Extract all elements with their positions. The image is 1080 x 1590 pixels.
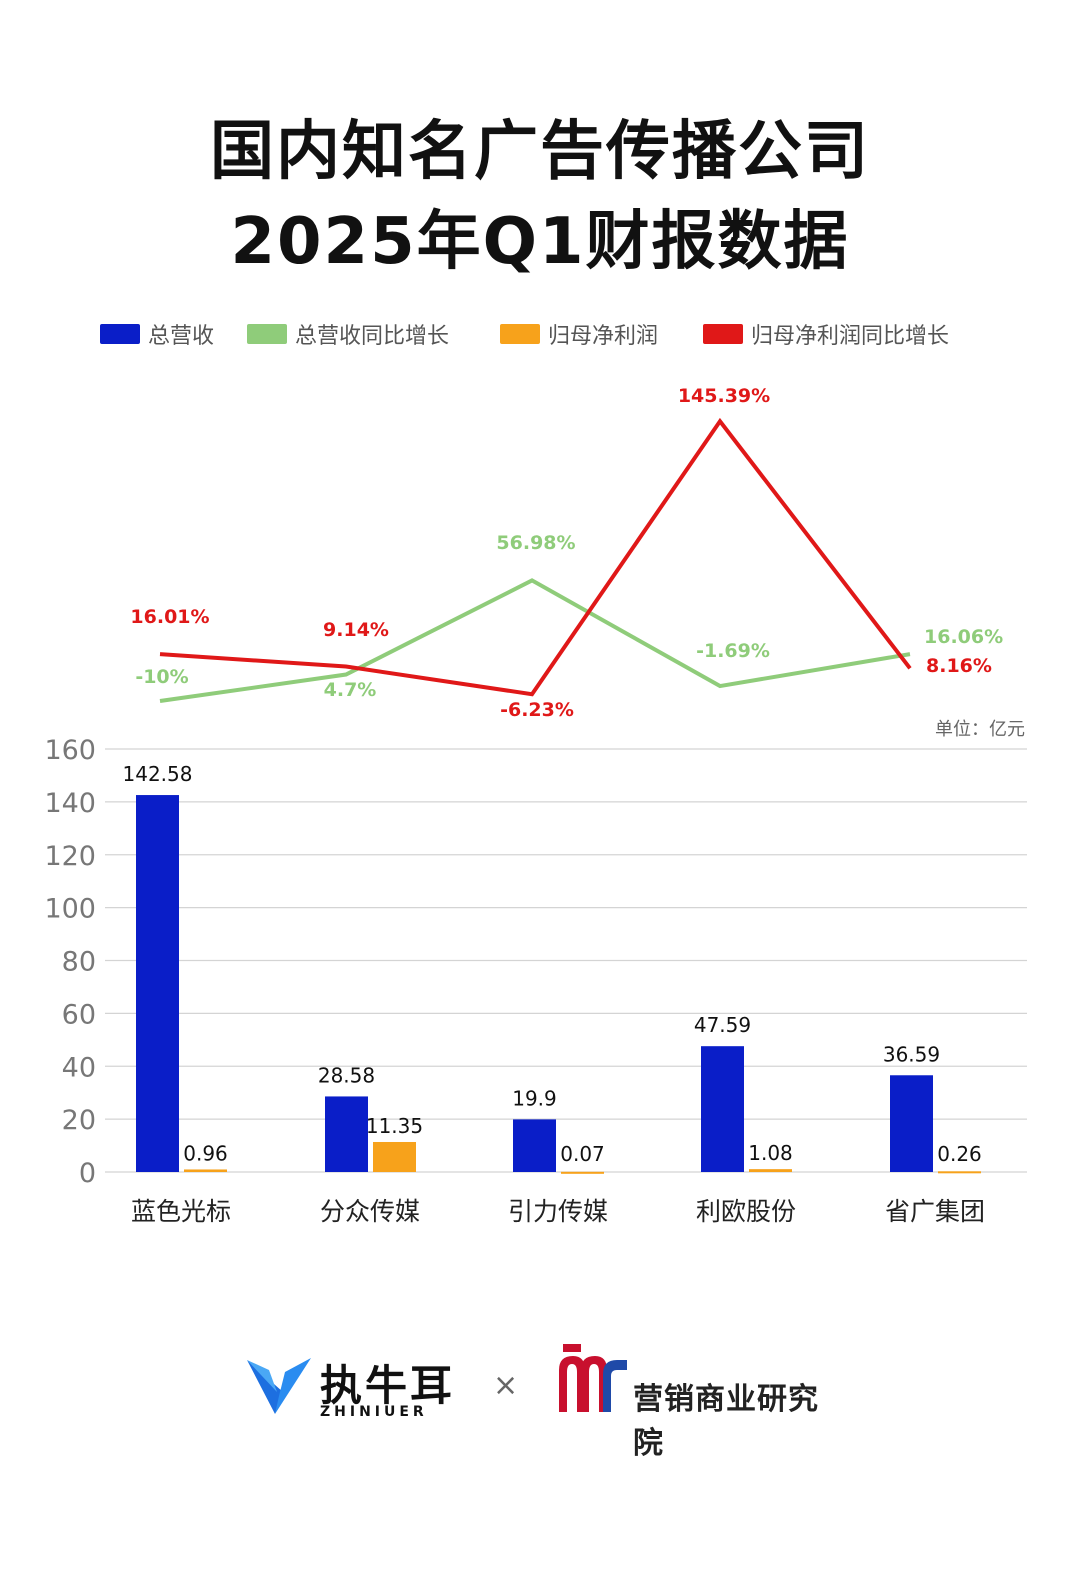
- y-tick-label-80: 80: [62, 947, 96, 978]
- chart-legend: 总营收 总营收同比增长 归母净利润 归母净利润同比增长: [100, 318, 1000, 350]
- x-tick-label-2: 引力传媒: [508, 1197, 608, 1226]
- line-revenue-growth: [159, 578, 911, 703]
- legend-item-total-revenue: 总营收: [100, 318, 214, 350]
- bar-profit-1: [373, 1141, 416, 1172]
- legend-item-net-profit: 归母净利润: [500, 318, 658, 350]
- zhiniuer-logo-en: ZHINIUER: [320, 1404, 428, 1420]
- y-tick-label-40: 40: [62, 1052, 96, 1083]
- line-label-revenue-growth-3: -1.69%: [696, 640, 770, 662]
- line-label-revenue-growth-2: 56.98%: [496, 532, 575, 554]
- bar-revenue-3: [701, 1046, 744, 1172]
- line-label-revenue-growth-4: 16.06%: [924, 626, 1003, 648]
- bar-revenue-1: [325, 1096, 368, 1172]
- legend-label-net-profit: 归母净利润: [548, 324, 659, 349]
- zhiniuer-logo-name: 执牛耳: [320, 1361, 456, 1410]
- line-label-revenue-growth-1: 4.7%: [324, 679, 377, 701]
- bar-revenue-0: [136, 795, 179, 1172]
- bar-label-revenue-4: 36.59: [883, 1042, 940, 1066]
- x-tick-label-3: 利欧股份: [696, 1197, 796, 1226]
- bar-profit-0: [184, 1169, 227, 1172]
- bar-label-revenue-0: 142.58: [123, 762, 193, 786]
- legend-item-net-profit-growth: 归母净利润同比增长: [703, 318, 949, 350]
- bar-label-profit-1: 11.35: [366, 1114, 423, 1138]
- unit-label: 单位：亿元: [935, 719, 1025, 740]
- marketing-institute-logo-name: 营销商业研究院: [633, 1382, 819, 1461]
- legend-label-total-revenue: 总营收: [148, 324, 215, 349]
- legend-swatch-total-revenue: [100, 324, 140, 344]
- line-label-profit-growth-3: 145.39%: [678, 385, 770, 407]
- line-label-profit-growth-2: -6.23%: [500, 699, 574, 721]
- chart-canvas: 0 20 40 60 80 100 120 140 160 单位：亿元 142.58 0.96 蓝色光标…: [44, 385, 1027, 1226]
- y-tick-label-100: 100: [44, 894, 96, 925]
- legend-label-net-profit-growth: 归母净利润同比增长: [751, 324, 950, 349]
- y-tick-label-140: 140: [44, 788, 96, 819]
- y-tick-label-0: 0: [79, 1158, 96, 1189]
- legend-label-revenue-growth: 总营收同比增长: [295, 324, 450, 349]
- x-tick-label-4: 省广集团: [885, 1197, 985, 1226]
- bar-profit-4: [938, 1171, 981, 1174]
- bar-revenue-2: [513, 1119, 556, 1172]
- x-tick-label-1: 分众传媒: [320, 1197, 420, 1226]
- zhiniuer-logo: 执牛耳 ZHINIUER: [245, 1352, 465, 1422]
- y-tick-label-20: 20: [62, 1105, 96, 1136]
- bar-revenue-4: [890, 1075, 933, 1172]
- bar-label-revenue-3: 47.59: [694, 1013, 751, 1037]
- chart-title-line2: 2025年Q1财报数据: [230, 205, 850, 279]
- x-tick-label-0: 蓝色光标: [131, 1197, 231, 1226]
- legend-swatch-net-profit-growth: [703, 324, 743, 344]
- marketing-institute-logo-icon: [559, 1344, 627, 1412]
- y-tick-label-120: 120: [44, 841, 96, 872]
- y-tick-label-160: 160: [44, 735, 96, 766]
- bar-label-profit-0: 0.96: [183, 1141, 228, 1165]
- chart-title-line1: 国内知名广告传播公司: [210, 115, 870, 189]
- line-label-profit-growth-4: 8.16%: [926, 655, 992, 677]
- bar-label-profit-2: 0.07: [560, 1142, 605, 1166]
- line-label-profit-growth-0: 16.01%: [130, 606, 209, 628]
- logo-separator: ×: [493, 1368, 519, 1403]
- bar-label-profit-3: 1.08: [748, 1141, 793, 1165]
- footer-logos: 执牛耳 ZHINIUER × 营销商业研究院: [0, 1340, 1080, 1461]
- bar-label-revenue-2: 19.9: [512, 1086, 557, 1110]
- bar-profit-2: [561, 1171, 604, 1174]
- y-tick-label-60: 60: [62, 999, 96, 1030]
- marketing-institute-logo: 营销商业研究院: [555, 1340, 835, 1461]
- line-label-revenue-growth-0: -10%: [135, 666, 188, 688]
- line-profit-growth: [159, 417, 912, 697]
- line-label-profit-growth-1: 9.14%: [323, 619, 389, 641]
- bar-label-revenue-1: 28.58: [318, 1063, 375, 1087]
- legend-swatch-net-profit: [500, 324, 540, 344]
- zhiniuer-logo-icon: [247, 1358, 311, 1414]
- bar-profit-3: [749, 1169, 792, 1172]
- bar-label-profit-4: 0.26: [937, 1142, 982, 1166]
- legend-swatch-revenue-growth: [247, 324, 287, 344]
- legend-item-revenue-growth: 总营收同比增长: [247, 318, 449, 350]
